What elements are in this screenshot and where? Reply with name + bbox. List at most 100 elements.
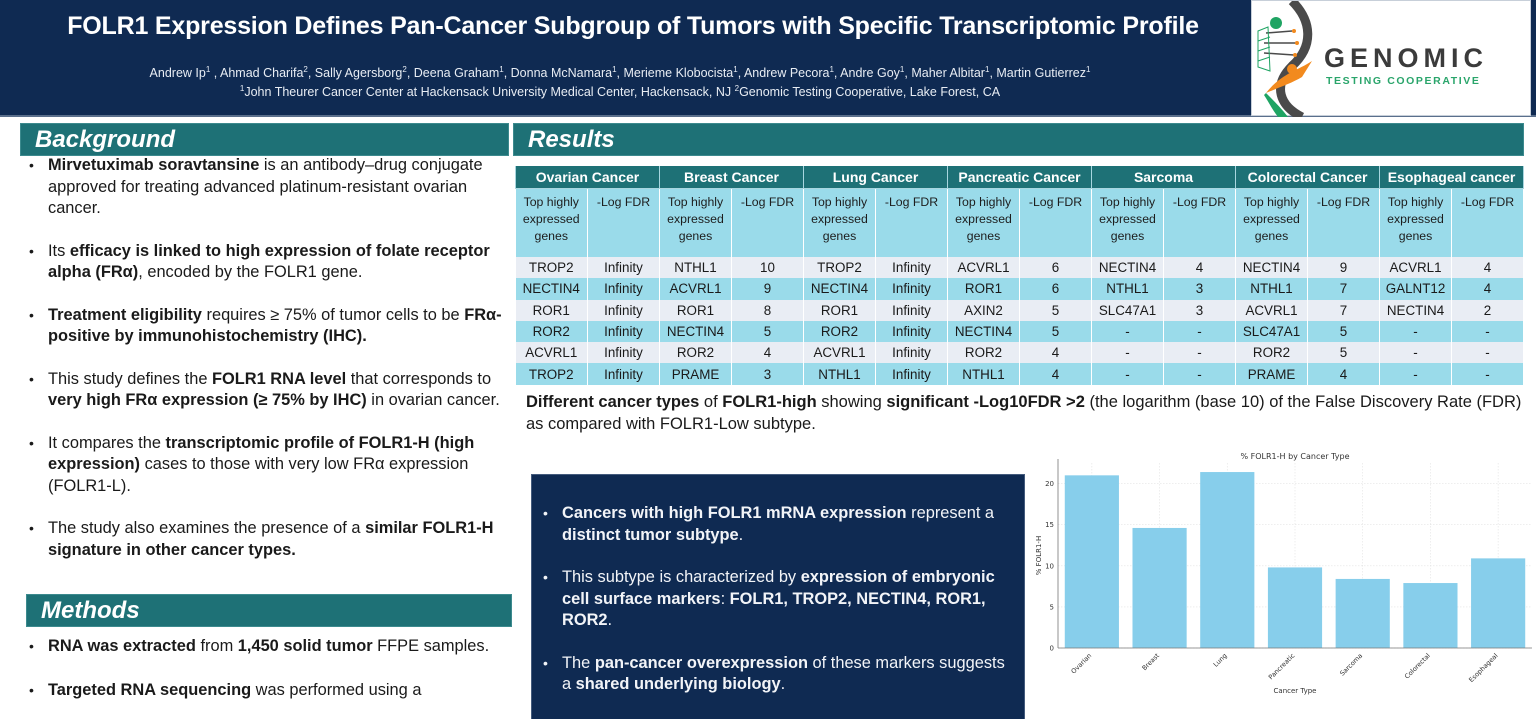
bar-lung <box>1200 472 1255 648</box>
fdr-cell: 5 <box>1019 320 1093 343</box>
gene-cell: ACVRL1 <box>803 342 876 364</box>
table-row: ROR2 Infinity NECTIN4 5 ROR2 Infinity NECTIN4 5… <box>515 320 1525 343</box>
fdr-cell: - <box>1163 342 1237 364</box>
logo-wordmark: GENOMIC <box>1324 43 1489 73</box>
gene-cell: - <box>1091 320 1165 343</box>
bold-text: RNA was extracted <box>48 637 196 655</box>
bold-text: pan-cancer overexpression <box>594 653 808 672</box>
fdr-cell: Infinity <box>587 299 660 321</box>
fdr-cell: 5 <box>731 320 804 343</box>
x-tick-label: Pancreatic <box>1267 651 1297 681</box>
bar-breast <box>1132 527 1187 648</box>
fdr-cell: 5 <box>1307 342 1381 364</box>
y-tick-label: 15 <box>1045 521 1054 529</box>
bold-text: Different cancer types <box>526 393 700 411</box>
fdr-cell: 6 <box>1019 257 1093 279</box>
gene-cell: NTHL1 <box>803 363 876 385</box>
bold-text: FRα-positive by immunohistochemistry (IH… <box>48 305 502 346</box>
conclusion-item: The pan-cancer overexpression of these m… <box>540 653 1010 696</box>
cancer-type-header: Breast Cancer <box>659 166 804 189</box>
x-tick-label: Ovarian <box>1070 652 1094 676</box>
bold-text: efficacy is linked to high expression of… <box>48 241 490 282</box>
text: that corresponds to <box>346 369 492 388</box>
gene-cell: ROR1 <box>659 299 732 321</box>
fdr-column-header: -Log FDR <box>1451 188 1525 257</box>
text: It compares the <box>48 433 166 452</box>
x-tick-label: Lung <box>1212 652 1229 669</box>
gene-cell: PRAME <box>659 363 732 385</box>
bullet-item: Its efficacy is linked to high expressio… <box>26 241 506 284</box>
fdr-cell: 4 <box>1163 257 1237 279</box>
fdr-cell: Infinity <box>875 257 949 279</box>
gene-cell: ROR1 <box>947 278 1021 300</box>
gene-cell: PRAME <box>1235 363 1309 385</box>
fdr-column-header: -Log FDR <box>1307 188 1381 257</box>
bar-pancreatic <box>1267 567 1323 648</box>
fdr-column-header: -Log FDR <box>587 188 660 257</box>
bar-chart-canvas: % FOLR1-H by Cancer Type 0 5 10 15 20 Ovarian B… <box>1035 452 1532 695</box>
bullet-item: This study defines the FOLR1 RNA level t… <box>26 369 506 412</box>
gene-cell: - <box>1091 363 1165 385</box>
text: Its <box>48 241 70 260</box>
methods-heading: Methods <box>26 594 512 627</box>
bullet-item: It compares the transcriptomic profile o… <box>26 433 506 498</box>
bold-text: 1,450 solid tumor <box>237 637 373 655</box>
poster-header: FOLR1 Expression Defines Pan-Cancer Subg… <box>0 0 1536 117</box>
gene-cell: TROP2 <box>803 257 876 279</box>
conclusion-item: Cancers with high FOLR1 mRNA expression … <box>540 503 1010 546</box>
table-caption: Different cancer types of FOLR1-high sho… <box>526 392 1526 435</box>
bold-text: distinct tumor subtype <box>562 525 739 544</box>
author-name: Merieme Klobocista1 <box>623 65 738 81</box>
author-name: Donna McNamara1 <box>510 65 617 81</box>
text: . <box>780 675 786 693</box>
gene-cell: NECTIN4 <box>1091 257 1165 279</box>
fdr-cell: 9 <box>731 278 804 300</box>
author-name: Andrew Ip1 <box>149 65 211 81</box>
text: cases to those with very low FRα express… <box>48 455 469 495</box>
bold-text: FOLR1-high <box>722 393 817 411</box>
bold-text: expression of embryonic cell surface mar… <box>562 568 995 608</box>
y-tick-label: 10 <box>1045 562 1054 570</box>
fdr-cell: 3 <box>1163 278 1237 300</box>
gene-column-header: Top highly expressed genes <box>1235 188 1309 257</box>
text: FFPE samples. <box>372 637 490 655</box>
gene-cell: - <box>1091 342 1165 364</box>
genomic-testing-cooperative-logo: GENOMIC TESTING COOPERATIVE <box>1251 0 1531 117</box>
author-name: Martin Gutierrez1 <box>996 65 1091 81</box>
fdr-cell: - <box>1451 342 1525 364</box>
logo-subtitle: TESTING COOPERATIVE <box>1326 75 1481 87</box>
cancer-type-header: Esophageal cancer <box>1379 166 1525 189</box>
gene-cell: ACVRL1 <box>947 257 1021 279</box>
gene-column-header: Top highly expressed genes <box>1379 188 1453 257</box>
fdr-cell: 4 <box>1019 342 1093 364</box>
fdr-cell: Infinity <box>875 299 949 321</box>
fdr-cell: 7 <box>1307 278 1381 300</box>
fdr-cell: 4 <box>731 342 804 364</box>
text: requires ≥ 75% of tumor cells to be <box>201 305 465 324</box>
fdr-cell: 9 <box>1307 257 1381 279</box>
bar-ovarian <box>1064 475 1119 648</box>
bold-text: FOLR1 RNA level <box>212 369 347 388</box>
results-heading: Results <box>513 123 1524 156</box>
text: represent a <box>906 504 995 522</box>
text: This study defines the <box>48 369 212 388</box>
gene-cell: ROR2 <box>659 342 732 364</box>
conclusions-bullet-list: Cancers with high FOLR1 mRNA expression … <box>540 503 1010 717</box>
bold-text: significant -Log10FDR >2 <box>886 393 1085 411</box>
gene-cell: ROR2 <box>803 320 876 343</box>
fdr-cell: 5 <box>1307 320 1381 343</box>
folr1-bar-chart: % FOLR1-H by Cancer Type 0 5 10 15 20 Ovarian B… <box>1030 445 1536 719</box>
poster-title: FOLR1 Expression Defines Pan-Cancer Subg… <box>67 12 1199 40</box>
gene-cell: ROR2 <box>1235 342 1309 364</box>
gene-cell: ACVRL1 <box>659 278 732 300</box>
text: is an antibody–drug conjugate approved f… <box>48 156 483 217</box>
fdr-cell: 8 <box>731 299 804 321</box>
fdr-cell: 4 <box>1451 257 1525 279</box>
table-group-header-row: Ovarian Cancer Breast Cancer Lung Cancer Pa… <box>515 166 1525 189</box>
fdr-column-header: -Log FDR <box>731 188 804 257</box>
gene-cell: SLC47A1 <box>1091 299 1165 321</box>
gene-column-header: Top highly expressed genes <box>515 188 588 257</box>
fdr-cell: 7 <box>1307 299 1381 321</box>
fdr-cell: Infinity <box>587 257 660 279</box>
gene-column-header: Top highly expressed genes <box>1091 188 1165 257</box>
